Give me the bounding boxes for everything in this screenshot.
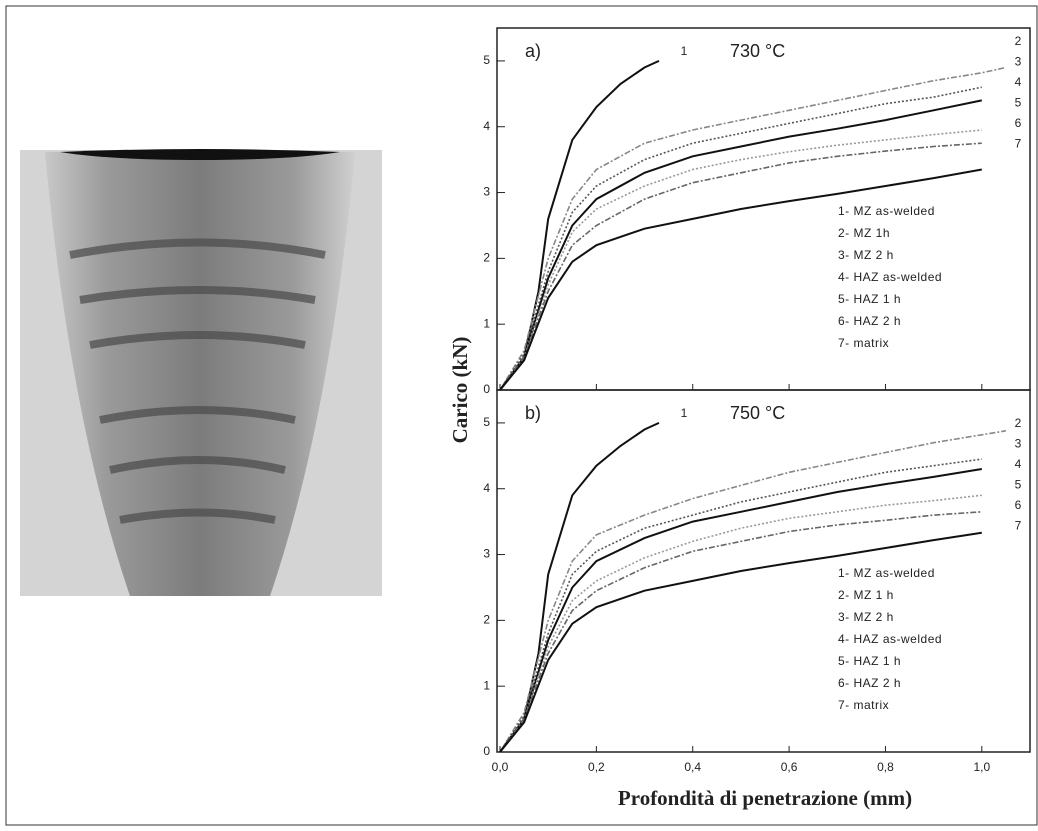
y-tick-label: 0 <box>483 382 490 396</box>
y-tick-label: 1 <box>483 316 490 330</box>
line <box>499 86 982 391</box>
series-label: 6 <box>1015 498 1022 512</box>
plot-area <box>496 27 1031 391</box>
y-axis-label: Carico (kN) <box>448 337 472 444</box>
line <box>499 468 982 753</box>
y-tick-label: 5 <box>483 53 490 67</box>
line <box>499 494 982 753</box>
x-tick-label: 0,2 <box>588 760 605 774</box>
legend-entry: 3- MZ 2 h <box>838 610 894 624</box>
weld-photo <box>20 149 382 596</box>
legend-entry: 2- MZ 1 h <box>838 588 894 602</box>
x-tick-label: 1,0 <box>973 760 990 774</box>
y-tick-label: 2 <box>483 251 490 265</box>
series-label: 6 <box>1015 116 1022 130</box>
line <box>499 99 983 391</box>
y-tick-label: 3 <box>483 547 490 561</box>
x-tick-label: 0,4 <box>684 760 701 774</box>
legend-entry: 6- HAZ 2 h <box>838 314 901 328</box>
line <box>499 129 982 391</box>
y-tick-label: 4 <box>483 481 490 495</box>
series-label: 4 <box>1015 75 1022 89</box>
x-tick-label: 0,0 <box>492 760 509 774</box>
series-label: 1 <box>681 44 688 58</box>
legend-entry: 2- MZ 1h <box>838 226 890 240</box>
line <box>499 421 660 753</box>
legend-entry: 4- HAZ as-welded <box>838 270 942 284</box>
y-tick-label: 1 <box>483 678 490 692</box>
series-label: 5 <box>1015 96 1022 110</box>
annotation: 730 °C <box>730 41 785 61</box>
line <box>499 430 1007 753</box>
line <box>499 66 1007 391</box>
series-label: 3 <box>1015 437 1022 451</box>
annotation: 750 °C <box>730 403 785 423</box>
line <box>499 168 982 391</box>
series-label: 7 <box>1015 137 1022 151</box>
y-tick-label: 2 <box>483 613 490 627</box>
line <box>499 142 982 391</box>
legend-entry: 6- HAZ 2 h <box>838 676 901 690</box>
series-label: 2 <box>1015 416 1022 430</box>
series-label: 3 <box>1015 55 1022 69</box>
line <box>499 531 982 753</box>
series-label: 4 <box>1015 457 1022 471</box>
series-label: 7 <box>1015 519 1022 533</box>
legend-entry: 5- HAZ 1 h <box>838 654 901 668</box>
y-tick-label: 4 <box>483 119 490 133</box>
series-label: 5 <box>1015 478 1022 492</box>
legend-entry: 5- HAZ 1 h <box>838 292 901 306</box>
legend-entry: 1- MZ as-welded <box>838 204 935 218</box>
y-tick-label: 0 <box>483 744 490 758</box>
line <box>499 458 982 753</box>
legend-entry: 7- matrix <box>838 698 889 712</box>
legend-entry: 7- matrix <box>838 336 889 350</box>
frame <box>5 5 1038 826</box>
legend-entry: 1- MZ as-welded <box>838 566 935 580</box>
panel-label: a) <box>525 41 541 61</box>
x-tick-label: 0,6 <box>781 760 798 774</box>
x-tick-label: 0,8 <box>877 760 894 774</box>
series-label: 1 <box>681 406 688 420</box>
line <box>499 511 982 753</box>
legend-entry: 3- MZ 2 h <box>838 248 894 262</box>
y-tick-label: 3 <box>483 185 490 199</box>
x-axis-label: Profondità di penetrazione (mm) <box>618 786 912 810</box>
plot-area <box>496 389 1031 753</box>
y-tick-label: 5 <box>483 415 490 429</box>
panel-label: b) <box>525 403 541 423</box>
legend-entry: 4- HAZ as-welded <box>838 632 942 646</box>
series-label: 2 <box>1015 34 1022 48</box>
